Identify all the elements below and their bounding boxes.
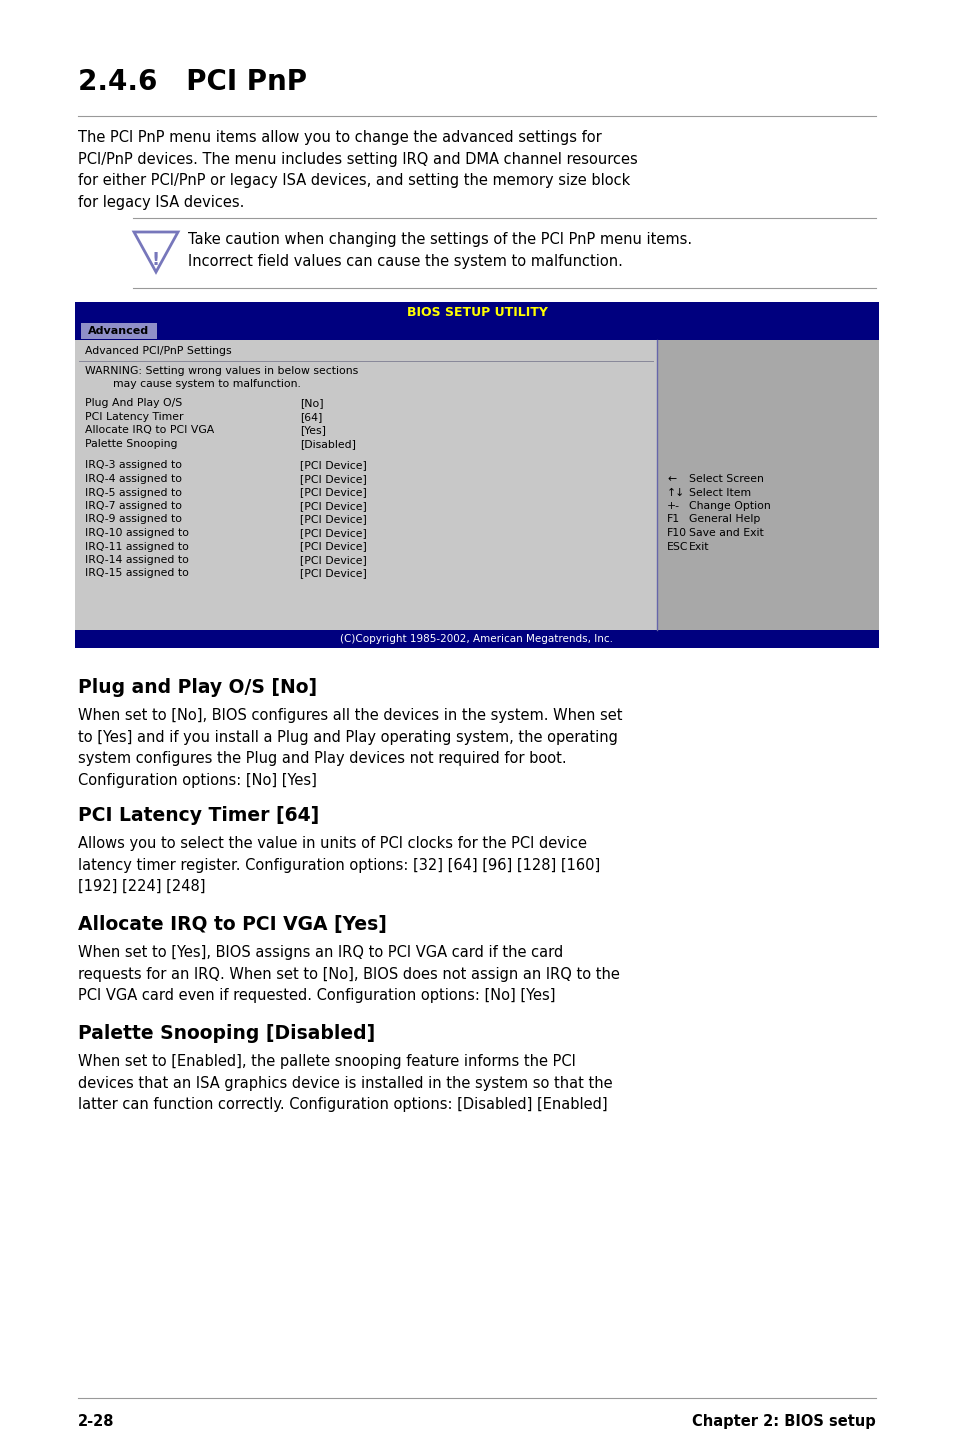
Text: [PCI Device]: [PCI Device] <box>299 460 367 470</box>
Text: Allocate IRQ to PCI VGA [Yes]: Allocate IRQ to PCI VGA [Yes] <box>78 915 387 935</box>
Text: Save and Exit: Save and Exit <box>688 528 763 538</box>
Text: may cause system to malfunction.: may cause system to malfunction. <box>85 380 300 390</box>
Text: [PCI Device]: [PCI Device] <box>299 555 367 565</box>
Text: Plug And Play O/S: Plug And Play O/S <box>85 398 182 408</box>
Text: 2-28: 2-28 <box>78 1414 114 1429</box>
Text: Advanced: Advanced <box>89 326 150 336</box>
Text: The PCI PnP menu items allow you to change the advanced settings for
PCI/PnP dev: The PCI PnP menu items allow you to chan… <box>78 129 638 210</box>
Text: Plug and Play O/S [No]: Plug and Play O/S [No] <box>78 677 316 697</box>
Text: !: ! <box>152 252 160 269</box>
Text: BIOS SETUP UTILITY: BIOS SETUP UTILITY <box>406 305 547 318</box>
Text: Change Option: Change Option <box>688 500 770 510</box>
Text: Take caution when changing the settings of the PCI PnP menu items.
Incorrect fie: Take caution when changing the settings … <box>188 232 691 269</box>
FancyBboxPatch shape <box>81 324 157 339</box>
Text: ESC: ESC <box>666 542 688 552</box>
Text: [PCI Device]: [PCI Device] <box>299 475 367 485</box>
Text: Palette Snooping: Palette Snooping <box>85 439 177 449</box>
Text: IRQ-15 assigned to: IRQ-15 assigned to <box>85 568 189 578</box>
Text: Allows you to select the value in units of PCI clocks for the PCI device
latency: Allows you to select the value in units … <box>78 835 599 894</box>
Text: F1: F1 <box>666 515 679 525</box>
Text: IRQ-14 assigned to: IRQ-14 assigned to <box>85 555 189 565</box>
Text: [PCI Device]: [PCI Device] <box>299 515 367 525</box>
FancyBboxPatch shape <box>75 339 657 630</box>
Text: IRQ-7 assigned to: IRQ-7 assigned to <box>85 500 182 510</box>
Text: Select Screen: Select Screen <box>688 475 763 485</box>
Text: IRQ-11 assigned to: IRQ-11 assigned to <box>85 542 189 552</box>
Text: WARNING: Setting wrong values in below sections: WARNING: Setting wrong values in below s… <box>85 365 358 375</box>
Text: PCI Latency Timer: PCI Latency Timer <box>85 413 183 421</box>
Text: When set to [Enabled], the pallete snooping feature informs the PCI
devices that: When set to [Enabled], the pallete snoop… <box>78 1054 612 1112</box>
Text: General Help: General Help <box>688 515 760 525</box>
Text: F10: F10 <box>666 528 686 538</box>
Text: Palette Snooping [Disabled]: Palette Snooping [Disabled] <box>78 1024 375 1043</box>
Text: ↑↓: ↑↓ <box>666 487 684 498</box>
Text: Allocate IRQ to PCI VGA: Allocate IRQ to PCI VGA <box>85 426 214 436</box>
Text: ←: ← <box>666 475 676 485</box>
Text: [PCI Device]: [PCI Device] <box>299 500 367 510</box>
Text: PCI Latency Timer [64]: PCI Latency Timer [64] <box>78 807 319 825</box>
FancyBboxPatch shape <box>657 339 878 630</box>
Text: [PCI Device]: [PCI Device] <box>299 528 367 538</box>
Text: Select Item: Select Item <box>688 487 750 498</box>
Text: [PCI Device]: [PCI Device] <box>299 568 367 578</box>
Text: [PCI Device]: [PCI Device] <box>299 542 367 552</box>
Text: [Disabled]: [Disabled] <box>299 439 355 449</box>
Text: [PCI Device]: [PCI Device] <box>299 487 367 498</box>
Text: IRQ-10 assigned to: IRQ-10 assigned to <box>85 528 189 538</box>
Text: [64]: [64] <box>299 413 322 421</box>
Text: Chapter 2: BIOS setup: Chapter 2: BIOS setup <box>692 1414 875 1429</box>
Text: IRQ-3 assigned to: IRQ-3 assigned to <box>85 460 182 470</box>
FancyBboxPatch shape <box>75 302 878 649</box>
Text: IRQ-4 assigned to: IRQ-4 assigned to <box>85 475 182 485</box>
Text: Exit: Exit <box>688 542 709 552</box>
Text: [Yes]: [Yes] <box>299 426 326 436</box>
Text: When set to [No], BIOS configures all the devices in the system. When set
to [Ye: When set to [No], BIOS configures all th… <box>78 707 622 788</box>
Text: 2.4.6   PCI PnP: 2.4.6 PCI PnP <box>78 68 307 96</box>
Text: IRQ-5 assigned to: IRQ-5 assigned to <box>85 487 182 498</box>
Text: +-: +- <box>666 500 679 510</box>
Text: Advanced PCI/PnP Settings: Advanced PCI/PnP Settings <box>85 347 232 357</box>
Text: When set to [Yes], BIOS assigns an IRQ to PCI VGA card if the card
requests for : When set to [Yes], BIOS assigns an IRQ t… <box>78 945 619 1004</box>
Text: IRQ-9 assigned to: IRQ-9 assigned to <box>85 515 182 525</box>
Text: (C)Copyright 1985-2002, American Megatrends, Inc.: (C)Copyright 1985-2002, American Megatre… <box>340 634 613 644</box>
Text: [No]: [No] <box>299 398 323 408</box>
